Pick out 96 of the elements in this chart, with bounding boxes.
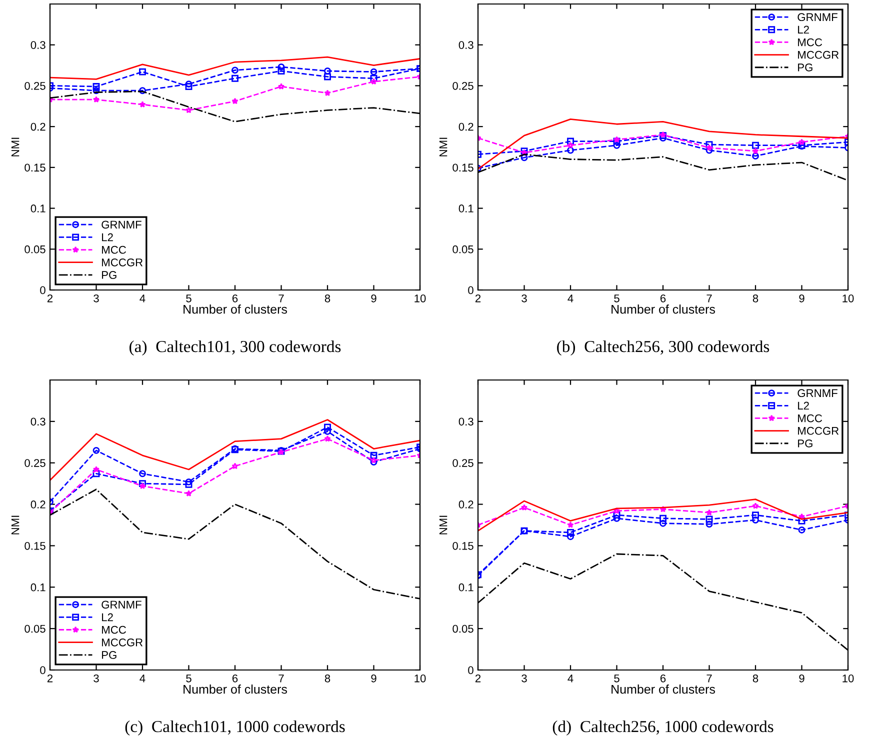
x-tick-label: 2 — [47, 674, 53, 682]
legend-label: MCC — [798, 38, 822, 46]
legend-label: GRNMF — [102, 220, 142, 229]
legend-label: MCCGR — [798, 426, 839, 435]
legend-label: PG — [102, 651, 116, 659]
x-tick-label: 10 — [414, 294, 426, 302]
y-axis-title: NMI — [439, 516, 448, 534]
y-tick-label: 0.3 — [30, 41, 46, 49]
legend-label: GRNMF — [102, 600, 142, 609]
x-tick-label: 9 — [799, 294, 804, 302]
y-tick-label: 0.1 — [30, 204, 46, 212]
x-tick-label: 2 — [475, 674, 481, 682]
x-tick-label: 8 — [324, 674, 330, 682]
legend-label: PG — [798, 64, 812, 72]
x-tick-label: 7 — [706, 674, 712, 682]
x-tick-label: 9 — [799, 674, 804, 682]
y-tick-label: 0.25 — [24, 459, 46, 467]
x-axis-title: Number of clusters — [612, 684, 715, 694]
x-tick-label: 10 — [414, 674, 426, 682]
y-tick-label: 0.2 — [30, 500, 46, 508]
y-tick-label: 0 — [40, 666, 46, 674]
y-tick-label: 0.15 — [452, 542, 474, 550]
x-tick-label: 7 — [278, 294, 284, 302]
y-tick-label: 0.2 — [458, 122, 474, 131]
x-tick-label: 10 — [842, 674, 854, 682]
x-tick-label: 6 — [232, 674, 238, 682]
y-tick-label: 0 — [468, 666, 474, 674]
y-tick-label: 0.3 — [30, 418, 46, 426]
x-tick-label: 7 — [706, 294, 712, 302]
legend-label: MCC — [102, 626, 126, 634]
y-tick-label: 0.05 — [452, 624, 474, 633]
y-tick-label: 0.1 — [458, 583, 474, 592]
x-tick-label: 9 — [371, 674, 376, 682]
text: (d) Caltech256, 1000 codewords — [552, 720, 774, 736]
y-tick-label: 0.15 — [452, 164, 474, 172]
x-tick-label: 4 — [140, 294, 146, 302]
x-tick-label: 7 — [278, 674, 284, 682]
text: (b) Caltech256, 300 codewords — [557, 340, 770, 356]
legend-label: PG — [102, 271, 116, 279]
legend-label: MCC — [798, 414, 822, 422]
y-tick-label: 0 — [40, 286, 46, 294]
x-tick-label: 4 — [140, 674, 146, 682]
y-axis-title: NMI — [11, 516, 20, 534]
legend-label: L2 — [798, 402, 809, 410]
y-axis-title: NMI — [11, 138, 20, 156]
legend-label: MCCGR — [102, 638, 143, 646]
y-tick-label: 0.2 — [30, 122, 46, 131]
y-tick-label: 0.3 — [458, 41, 474, 49]
legend-label: PG — [798, 440, 812, 448]
legend-label: MCC — [102, 246, 126, 254]
legend-label: L2 — [798, 26, 809, 34]
legend-label: L2 — [102, 233, 113, 242]
text: (c) Caltech101, 1000 codewords — [125, 720, 345, 736]
x-tick-label: 6 — [660, 294, 666, 302]
y-tick-label: 0.2 — [458, 500, 474, 508]
x-tick-label: 3 — [94, 674, 99, 682]
legend-label: MCCGR — [102, 258, 143, 266]
x-tick-label: 5 — [186, 674, 192, 682]
y-tick-label: 0.1 — [458, 204, 474, 212]
y-tick-label: 0.25 — [452, 459, 474, 467]
x-tick-label: 10 — [842, 294, 854, 302]
y-tick-label: 0.1 — [30, 583, 46, 592]
legend-label: L2 — [102, 613, 113, 622]
legend-label: GRNMF — [798, 389, 838, 398]
y-tick-label: 0.15 — [24, 542, 46, 550]
x-tick-label: 4 — [568, 674, 574, 682]
legend-label: GRNMF — [798, 13, 838, 22]
x-axis-title: Number of clusters — [184, 684, 287, 694]
x-tick-label: 6 — [660, 674, 666, 682]
x-tick-label: 2 — [475, 294, 481, 302]
y-tick-label: 0.25 — [452, 82, 474, 90]
y-tick-label: 0.05 — [24, 245, 46, 254]
text: (a) Caltech101, 300 codewords — [130, 340, 341, 356]
x-tick-label: 5 — [614, 294, 620, 302]
legend-label: MCCGR — [798, 50, 839, 59]
x-axis-title: Number of clusters — [612, 304, 715, 314]
y-axis-title: NMI — [439, 138, 448, 156]
x-tick-label: 6 — [232, 294, 238, 302]
x-tick-label: 3 — [522, 294, 527, 302]
y-tick-label: 0 — [468, 286, 474, 294]
y-tick-label: 0.15 — [24, 164, 46, 172]
x-tick-label: 9 — [371, 294, 376, 302]
x-axis-title: Number of clusters — [184, 304, 287, 314]
x-tick-label: 3 — [522, 674, 527, 682]
y-tick-label: 0.05 — [452, 245, 474, 254]
x-tick-label: 8 — [752, 294, 758, 302]
x-tick-label: 2 — [47, 294, 53, 302]
x-tick-label: 5 — [614, 674, 620, 682]
x-tick-label: 3 — [94, 294, 99, 302]
y-tick-label: 0.3 — [458, 418, 474, 426]
y-tick-label: 0.25 — [24, 82, 46, 90]
x-tick-label: 8 — [752, 674, 758, 682]
y-tick-label: 0.05 — [24, 624, 46, 633]
x-tick-label: 8 — [324, 294, 330, 302]
x-tick-label: 5 — [186, 294, 192, 302]
x-tick-label: 4 — [568, 294, 574, 302]
